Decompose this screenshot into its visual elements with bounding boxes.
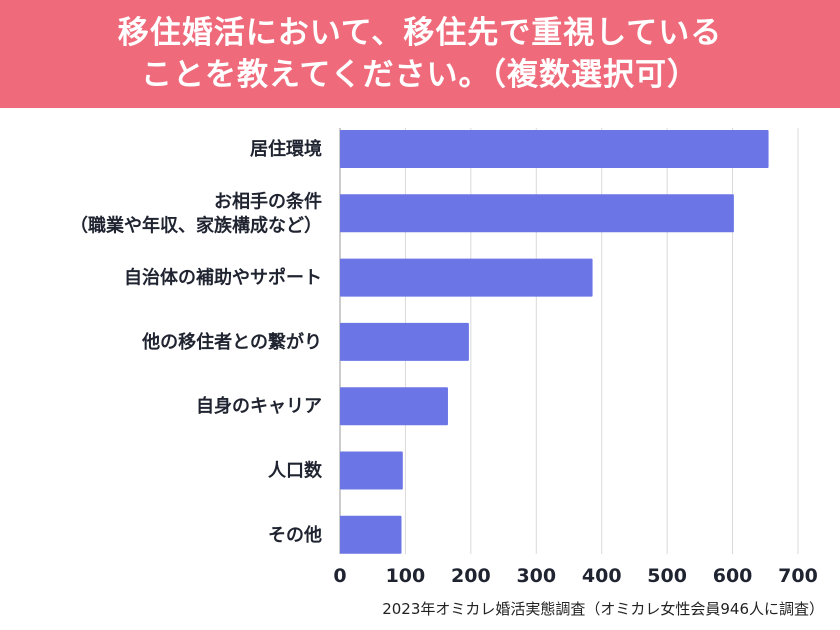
x-tick-label: 0 <box>333 565 346 587</box>
bar-3 <box>340 258 593 297</box>
category-label: 自治体の補助やサポート <box>124 267 322 289</box>
category-label: その他 <box>268 524 322 546</box>
title-line-2: ことを教えてください。（複数選択可） <box>140 57 700 93</box>
bar-4 <box>340 322 469 361</box>
bar-5 <box>340 387 448 426</box>
bar-chart: 0 100 200 300 400 500 600 700 居住環境お相手の条件（職業や年収、家… <box>70 128 818 587</box>
category-label: 他の移住者との繋がり <box>141 331 322 353</box>
source-footnote: 2023年オミカレ婚活実態調査（オミカレ女性会員946人に調査） <box>382 600 824 618</box>
x-tick-label: 700 <box>778 565 818 587</box>
category-label: 居住環境 <box>250 138 322 160</box>
bar-2 <box>340 194 734 233</box>
category-label: （職業や年収、家族構成など） <box>70 214 322 236</box>
x-tick-label: 100 <box>386 565 426 587</box>
bar-7 <box>340 515 402 554</box>
x-tick-label: 300 <box>516 565 556 587</box>
x-tick-label: 200 <box>451 565 491 587</box>
bar-1 <box>340 130 769 168</box>
bar-6 <box>340 451 403 490</box>
x-tick-label: 600 <box>713 565 753 587</box>
category-label: 自身のキャリア <box>196 395 322 417</box>
category-label: 人口数 <box>268 460 323 482</box>
x-tick-label: 400 <box>582 565 622 587</box>
header-banner: 移住婚活において、移住先で重視している ことを教えてください。（複数選択可） <box>0 0 840 108</box>
x-tick-label: 500 <box>647 565 687 587</box>
title-line-1: 移住婚活において、移住先で重視している <box>117 15 723 51</box>
category-label: お相手の条件 <box>214 190 322 212</box>
